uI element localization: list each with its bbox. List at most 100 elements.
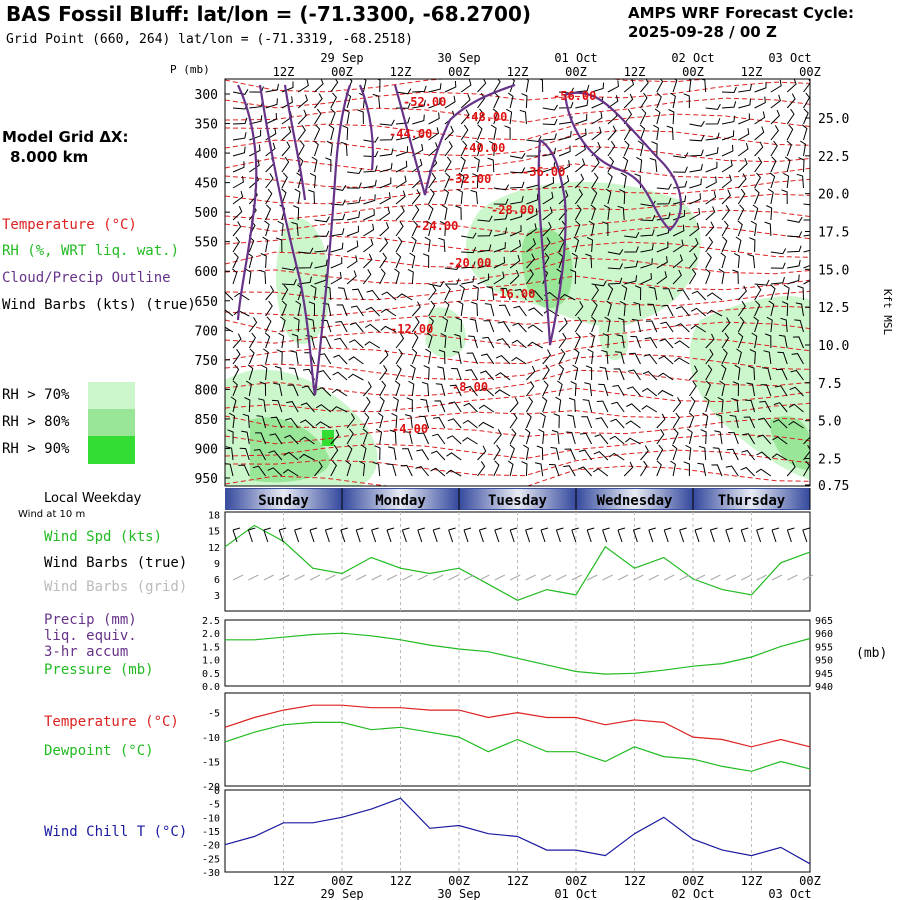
surface-wind-barb: [586, 527, 595, 543]
windchill-tick-label: -10: [202, 813, 220, 824]
wind-barb: [428, 285, 437, 301]
temperature-contour-label: -52.00: [403, 95, 446, 109]
wind-barb: [493, 271, 505, 285]
temperature-contour: [225, 387, 810, 413]
wind-barb: [298, 247, 314, 254]
wind-barb: [496, 338, 511, 349]
wind-barb: [428, 204, 434, 221]
wind-barb: [363, 238, 374, 253]
wind-barb: [718, 268, 725, 285]
wind-barb: [622, 156, 629, 173]
wind-barb: [265, 300, 273, 317]
wind-barb: [689, 135, 705, 142]
surface-wind-barb: [371, 527, 379, 543]
wind-barb: [640, 460, 648, 477]
wind-barb: [460, 140, 468, 157]
wind-barb: [803, 79, 810, 93]
precip-tick-label: 0.5: [202, 669, 220, 680]
pressure-tick-label: 965: [815, 616, 833, 627]
wind-barb: [444, 156, 452, 173]
pressure-tick-label: 950: [195, 472, 218, 487]
wind-barb: [783, 172, 790, 189]
wind-barb: [330, 108, 336, 125]
wind-barb: [778, 334, 788, 349]
wind-barb: [372, 461, 381, 477]
wind-barb: [526, 208, 538, 221]
wind-barb: [257, 398, 267, 413]
wind-barb: [337, 287, 348, 301]
wind-barb: [404, 414, 413, 429]
date-label-bottom: 03 Oct: [768, 887, 811, 900]
wind-barb: [379, 365, 388, 381]
height-axis-title: Kft MSL: [881, 289, 894, 336]
surface-wind-barb: [401, 527, 410, 543]
wind-barb: [689, 237, 699, 253]
wind-barb: [276, 349, 283, 365]
legend-rh: RH (%, WRT liq. wat.): [2, 243, 180, 259]
wind-barb: [803, 234, 810, 237]
wind-barb: [755, 468, 772, 477]
wind-barb: [411, 332, 419, 349]
wind-barb: [689, 149, 704, 157]
wind-barb: [492, 108, 499, 125]
wind-barb: [541, 396, 548, 413]
surface-wind-barb-grid: [340, 574, 352, 581]
wind-barb: [683, 93, 690, 109]
wind-barb: [770, 262, 786, 269]
wind-barb: [658, 355, 674, 365]
wind-barb: [498, 304, 511, 317]
wind-barb: [461, 232, 477, 239]
wind-barb: [729, 414, 739, 429]
wind-barb: [435, 383, 446, 397]
rh-90-swatch: [88, 436, 135, 464]
wind-barb: [394, 380, 401, 397]
wind-barb: [228, 412, 236, 429]
wind-barb: [444, 95, 456, 109]
surface-wind-barb: [294, 527, 302, 543]
temperature-contour: [225, 145, 810, 173]
wind-barb: [705, 236, 714, 253]
wind-barb: [574, 316, 583, 333]
wind-barb: [542, 349, 552, 365]
wind-barb: [788, 420, 804, 429]
surface-wind-barb: [309, 527, 318, 543]
pressure-tick-label: 500: [195, 206, 218, 221]
wind-barb: [795, 302, 804, 317]
wind-barb: [395, 190, 406, 205]
wind-barb: [364, 341, 380, 349]
pressure-tick-label: 900: [195, 442, 218, 457]
wind-barb: [493, 242, 506, 253]
wind-barb: [636, 156, 643, 173]
wind-barb: [699, 79, 707, 93]
wind-barb: [509, 225, 522, 237]
wind-barb: [477, 258, 491, 269]
wind-barb: [526, 223, 537, 237]
wind-barb: [497, 321, 511, 333]
wind-barb: [248, 348, 255, 365]
wind-barb: [656, 79, 664, 93]
wind-barb: [618, 317, 625, 333]
wind-speed-tick-label: 15: [208, 527, 220, 538]
wind-barb: [379, 162, 393, 173]
wind-barb: [534, 462, 544, 477]
wind-barb: [770, 156, 777, 173]
wind-barb: [438, 237, 446, 253]
surface-wind-barb: [802, 527, 810, 543]
wind-barb: [660, 321, 674, 333]
wind-barb: [689, 163, 703, 173]
temperature-contour: [225, 337, 810, 365]
wind-barb: [623, 140, 630, 157]
wind-barb: [395, 236, 403, 253]
wind-barb: [521, 461, 528, 477]
surface-wind-barb-grid: [448, 574, 459, 581]
wind-barb: [449, 384, 462, 397]
wind-barb: [526, 238, 536, 253]
windchill-tick-label: -15: [202, 827, 220, 838]
wind-barb: [395, 348, 403, 365]
wind-barb: [591, 188, 598, 205]
wind-barb: [575, 128, 587, 141]
wind-barb: [379, 207, 391, 221]
wind-barb: [475, 140, 482, 157]
wind-barb: [705, 364, 713, 381]
wind-barb: [689, 253, 698, 269]
